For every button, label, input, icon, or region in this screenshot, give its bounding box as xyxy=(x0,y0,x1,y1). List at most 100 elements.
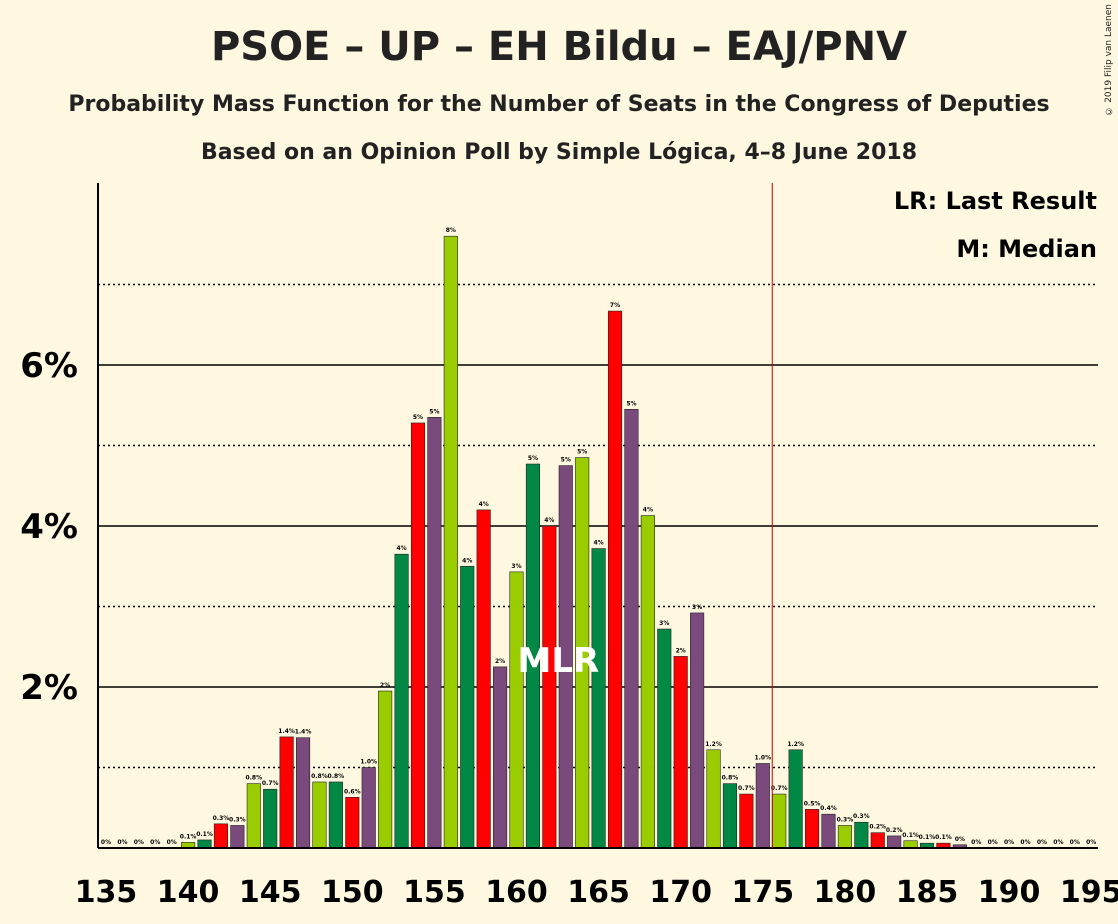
y-tick-label: 4% xyxy=(20,507,78,547)
data-label: 1.4% xyxy=(295,729,312,736)
bar xyxy=(624,408,639,849)
data-label: 5% xyxy=(577,449,587,456)
data-label: 1.0% xyxy=(754,754,771,761)
data-label: 2% xyxy=(380,682,390,689)
bar xyxy=(591,548,606,849)
data-label: 7% xyxy=(610,302,620,309)
bar xyxy=(854,821,869,849)
data-label: 5% xyxy=(429,408,439,415)
bar xyxy=(443,235,458,849)
data-label: 0.4% xyxy=(820,805,837,812)
data-label: 0% xyxy=(101,839,111,846)
bar xyxy=(263,788,278,849)
data-label: 5% xyxy=(413,414,423,421)
y-tick-label: 6% xyxy=(20,346,78,386)
data-label: 0% xyxy=(134,839,144,846)
x-tick-label: 195 xyxy=(1060,875,1118,910)
data-label: 5% xyxy=(528,455,538,462)
bar xyxy=(476,509,491,849)
bar xyxy=(328,781,343,849)
data-label: 0.3% xyxy=(853,813,870,820)
bar xyxy=(197,839,212,849)
data-label: 0.7% xyxy=(771,785,788,792)
data-label: 0% xyxy=(1070,839,1080,846)
bar xyxy=(394,553,409,849)
bar xyxy=(246,783,261,849)
bar xyxy=(673,656,688,849)
data-label: 0% xyxy=(150,839,160,846)
x-tick-label: 155 xyxy=(403,875,466,910)
bar xyxy=(279,736,294,849)
x-tick-label: 165 xyxy=(567,875,630,910)
bar xyxy=(903,840,918,849)
data-label: 0% xyxy=(117,839,127,846)
chart-source: Based on an Opinion Poll by Simple Lógic… xyxy=(200,140,918,165)
bar xyxy=(230,825,245,849)
data-label: 0.3% xyxy=(229,816,246,823)
data-label: 0.8% xyxy=(245,775,262,782)
x-tick-label: 160 xyxy=(485,875,548,910)
bar xyxy=(805,809,820,849)
data-label: 0% xyxy=(1004,839,1014,846)
chart-subtitle: Probability Mass Function for the Number… xyxy=(68,92,1050,117)
data-label: 0% xyxy=(1037,839,1047,846)
data-label: 0.3% xyxy=(213,815,230,822)
y-tick-label: 2% xyxy=(20,668,78,708)
bar xyxy=(706,749,721,849)
bar xyxy=(345,796,360,849)
bar xyxy=(722,783,738,849)
data-label: 0.5% xyxy=(804,800,821,807)
bar xyxy=(378,690,393,849)
data-label: 0.7% xyxy=(738,785,755,792)
data-label: 1.2% xyxy=(705,741,722,748)
bar xyxy=(837,825,852,849)
bar xyxy=(427,417,442,849)
data-label: 4% xyxy=(396,545,406,552)
bar xyxy=(607,310,623,849)
data-label: 0.2% xyxy=(886,827,903,834)
data-label: 5% xyxy=(626,400,636,407)
data-label: 0.1% xyxy=(919,834,936,841)
data-label: 0.6% xyxy=(344,788,361,795)
data-label: 3% xyxy=(659,620,669,627)
bar xyxy=(739,793,754,849)
data-label: 2% xyxy=(495,658,505,665)
data-label: 0.1% xyxy=(196,831,213,838)
bar xyxy=(870,832,885,849)
data-label: 0% xyxy=(955,836,965,843)
bar xyxy=(640,515,655,849)
bar xyxy=(887,835,902,849)
data-label: 0.2% xyxy=(869,824,886,831)
data-label: 0.1% xyxy=(180,833,197,840)
data-label: 0.1% xyxy=(902,832,919,839)
bar xyxy=(410,422,426,849)
data-label: 5% xyxy=(561,457,571,464)
data-label: 0.8% xyxy=(311,773,328,780)
data-label: 4% xyxy=(544,517,554,524)
x-tick-label: 145 xyxy=(239,875,302,910)
bar xyxy=(312,781,327,849)
x-tick-label: 140 xyxy=(157,875,220,910)
median-last-result-marker: MLR xyxy=(517,641,599,681)
bar xyxy=(542,525,557,849)
chart-title: PSOE – UP – EH Bildu – EAJ/PNV xyxy=(210,24,908,70)
bar xyxy=(493,666,508,849)
data-label: 0.8% xyxy=(722,775,739,782)
data-label: 4% xyxy=(479,501,489,508)
bar xyxy=(509,571,524,849)
data-label: 0.3% xyxy=(837,816,854,823)
legend-median: M: Median xyxy=(956,235,1097,263)
data-label: 0% xyxy=(1086,839,1096,846)
data-label: 4% xyxy=(462,557,472,564)
x-tick-label: 180 xyxy=(814,875,877,910)
data-label: 0% xyxy=(988,839,998,846)
data-label: 1.2% xyxy=(787,741,804,748)
data-label: 0% xyxy=(167,839,177,846)
bar xyxy=(657,628,672,849)
data-label: 4% xyxy=(643,507,653,514)
bar xyxy=(788,749,803,849)
bar xyxy=(460,565,475,849)
x-tick-label: 150 xyxy=(321,875,384,910)
bar xyxy=(295,737,311,849)
